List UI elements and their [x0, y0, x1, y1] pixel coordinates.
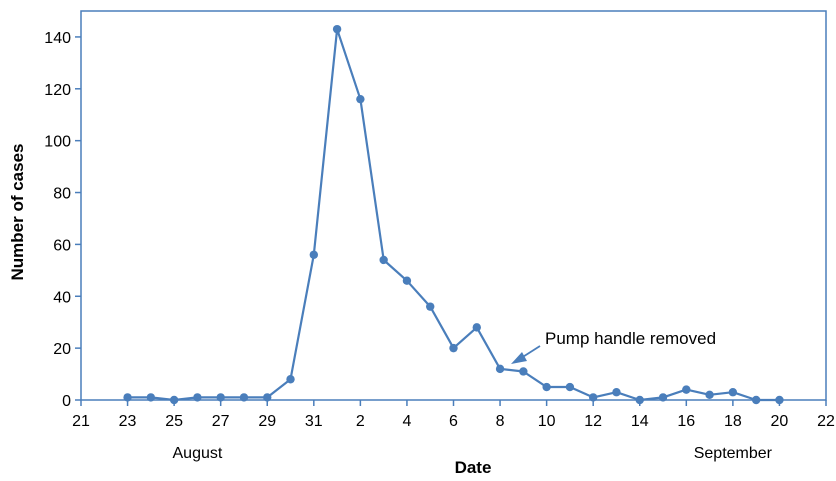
x-tick-label: 12	[584, 413, 602, 430]
x-tick-label: 31	[305, 413, 323, 430]
data-point	[449, 343, 458, 353]
data-point	[286, 375, 295, 384]
x-tick-label: 6	[449, 413, 458, 430]
y-tick-label: 0	[62, 393, 71, 410]
month-label: September	[694, 445, 773, 462]
x-tick-label: 14	[631, 413, 649, 430]
y-tick-label: 100	[44, 134, 71, 151]
data-point	[635, 395, 644, 405]
month-labels: August September	[173, 445, 773, 462]
y-axis-title: Number of cases	[8, 144, 27, 281]
data-point	[356, 94, 365, 104]
data-point	[332, 24, 342, 34]
annotation-text: Pump handle removed	[545, 329, 716, 348]
data-point	[193, 393, 202, 402]
annotation-arrow-head	[511, 352, 527, 364]
x-tick-label: 16	[677, 413, 695, 430]
x-tick-label: 4	[402, 413, 411, 430]
y-tick-label: 120	[44, 82, 71, 99]
x-tick-label: 21	[72, 413, 90, 430]
x-tick-label: 10	[538, 413, 556, 430]
y-tick-label: 140	[44, 30, 71, 47]
x-tick-label: 29	[258, 413, 276, 430]
y-tick-label: 20	[53, 341, 71, 358]
data-point	[495, 364, 505, 374]
pump-annotation: Pump handle removed	[511, 329, 716, 364]
x-tick-label: 20	[771, 413, 789, 430]
data-point	[146, 393, 156, 402]
y-tick-label: 60	[53, 237, 71, 254]
data-point	[426, 302, 435, 311]
data-point	[728, 388, 738, 397]
data-point	[612, 388, 621, 397]
data-point	[239, 393, 249, 402]
data-point	[123, 393, 132, 402]
data-point	[519, 367, 528, 376]
x-tick-label: 2	[356, 413, 365, 430]
data-point	[565, 382, 575, 392]
y-axis-ticks: 0 20 40 60 80 100 120 140	[44, 30, 81, 410]
data-point	[588, 393, 598, 402]
x-axis-title: Date	[455, 458, 492, 477]
data-point	[169, 395, 179, 405]
data-point	[472, 323, 481, 332]
y-tick-label: 80	[53, 186, 71, 203]
data-point	[751, 395, 761, 405]
data-point	[402, 276, 412, 285]
data-point	[682, 385, 691, 394]
data-point	[658, 393, 668, 402]
x-tick-label: 8	[496, 413, 505, 430]
y-tick-label: 40	[53, 289, 71, 306]
data-point	[705, 390, 714, 400]
x-tick-label: 25	[165, 413, 183, 430]
data-point	[379, 255, 388, 265]
data-point	[309, 250, 319, 259]
x-tick-label: 18	[724, 413, 742, 430]
cases-series-points	[123, 24, 784, 405]
x-tick-label: 22	[817, 413, 835, 430]
data-point	[775, 395, 784, 405]
x-tick-label: 27	[212, 413, 230, 430]
data-point	[216, 393, 225, 402]
x-axis-ticks: 21 23 25 27 29 31 2 4 6 8 10 12 14 16 18 20 22	[72, 400, 835, 430]
data-point	[263, 393, 272, 402]
month-label: August	[173, 445, 223, 462]
x-tick-label: 23	[119, 413, 137, 430]
data-point	[542, 382, 551, 392]
